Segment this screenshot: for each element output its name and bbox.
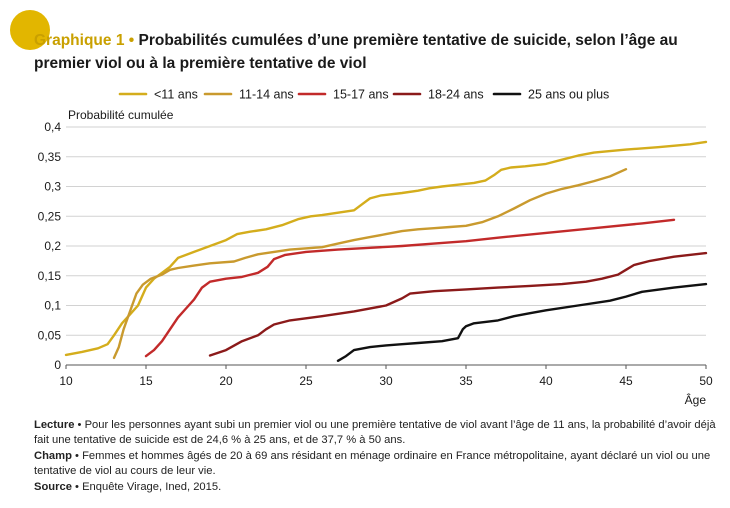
y-axis-label: Probabilité cumulée [68,108,174,122]
line-chart: <11 ans 11-14 ans 15-17 ans 18-24 ans 25 ans… [38,88,713,408]
series-line-3 [144,218,676,358]
source-text: Enquête Virage, Ined, 2015. [82,480,222,493]
series-line-5 [336,282,708,362]
y-tick-label: 0,05 [38,328,62,342]
legend-label: 15-17 ans [333,88,389,102]
x-tick-label: 50 [699,374,713,388]
champ-label: Champ [34,449,72,462]
y-tick-label: 0,4 [44,120,61,134]
champ-bullet: • [75,449,79,462]
x-tick-label: 10 [59,374,73,388]
y-axis-ticks: 0 0,05 0,1 0,15 0,2 0,25 0,3 0,35 0,4 [38,120,62,372]
y-tick-label: 0,35 [38,150,62,164]
x-tick-label: 15 [139,374,153,388]
x-tick-label: 45 [619,374,633,388]
title-bullet: • [128,32,135,49]
note-lecture: Lecture • Pour les personnes ayant subi … [34,418,724,449]
source-bullet: • [75,480,79,493]
x-axis-ticks: 10 15 20 25 30 35 40 45 50 [59,365,713,388]
champ-text: Femmes et hommes âgés de 20 à 69 ans rés… [34,449,711,478]
legend-label: 18-24 ans [428,88,484,102]
source-label: Source [34,480,72,493]
lecture-text: Pour les personnes ayant subi un premier… [34,419,716,447]
legend-label: <11 ans [154,88,198,102]
note-champ: Champ • Femmes et hommes âgés de 20 à 69… [34,449,724,480]
note-source: Source • Enquête Virage, Ined, 2015. [34,480,724,495]
x-tick-label: 35 [459,374,473,388]
legend: <11 ans 11-14 ans 15-17 ans 18-24 ans 25 ans… [118,88,609,102]
x-tick-label: 25 [299,374,313,388]
legend-label: 25 ans ou plus [528,88,609,102]
x-tick-label: 30 [379,374,393,388]
lecture-label: Lecture [34,419,75,431]
y-tick-label: 0,25 [38,209,62,223]
x-axis-label: Âge [685,392,707,407]
figure-header: Graphique 1 • Probabilités cumulées d’un… [0,0,730,80]
y-tick-label: 0,1 [44,299,61,313]
figure-title-text: Probabilités cumulées d’une première ten… [34,32,678,72]
y-tick-label: 0 [54,358,61,372]
y-tick-label: 0,2 [44,239,61,253]
series-line-2 [112,168,628,360]
legend-label: 11-14 ans [239,88,294,102]
figure-title: Graphique 1 • Probabilités cumulées d’un… [34,29,714,75]
y-tick-label: 0,3 [44,180,61,194]
y-tick-label: 0,15 [38,269,62,283]
title-decoration-circle [10,10,50,50]
series-lines [64,140,708,362]
grid-lines [66,126,706,336]
figure-notes: Lecture • Pour les personnes ayant subi … [34,418,724,495]
series-line-4 [208,251,708,357]
x-tick-label: 40 [539,374,553,388]
lecture-bullet: • [77,419,82,431]
figure-label: Graphique 1 [34,32,125,49]
series-line-1 [64,140,708,357]
x-tick-label: 20 [219,374,233,388]
